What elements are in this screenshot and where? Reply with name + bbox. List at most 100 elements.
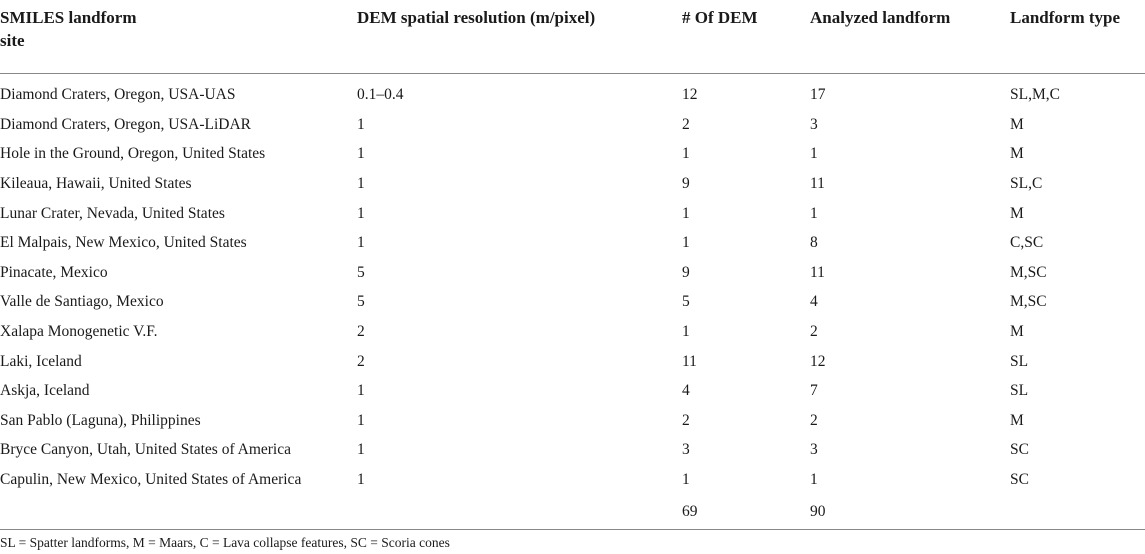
header-site-line1: SMILES landform: [0, 8, 137, 27]
table-row: Xalapa Monogenetic V.F. 2 1 2 M: [0, 317, 1145, 347]
total-analyzed-landform: 90: [810, 494, 1010, 530]
cell-dem-count: 1: [682, 322, 690, 340]
header-landform-type: Landform type: [1010, 0, 1145, 74]
table-row: Pinacate, Mexico 5 9 11 M,SC: [0, 258, 1145, 288]
cell-dem-resolution: 5: [357, 293, 365, 311]
total-site: [0, 494, 357, 530]
cell-landform-type: M,SC: [1010, 293, 1047, 311]
cell-dem-count: 1: [682, 145, 690, 163]
cell-dem-resolution: 1: [357, 204, 365, 222]
cell-dem-resolution: 1: [357, 470, 365, 488]
cell-landform-type: M: [1010, 411, 1024, 429]
table-row: Capulin, New Mexico, United States of Am…: [0, 465, 1145, 495]
table-row: Bryce Canyon, Utah, United States of Ame…: [0, 436, 1145, 466]
total-landform-type: [1010, 494, 1145, 530]
table-footnote: SL = Spatter landforms, M = Maars, C = L…: [0, 535, 450, 550]
cell-landform-type: M: [1010, 204, 1024, 222]
total-dem-resolution: [357, 494, 682, 530]
header-analyzed-landform: Analyzed landform: [810, 0, 1010, 74]
table-row: San Pablo (Laguna), Philippines 1 2 2 M: [0, 406, 1145, 436]
cell-dem-count: 12: [682, 86, 698, 103]
cell-dem-count: 9: [682, 174, 690, 192]
landform-table: SMILES landform site DEM spatial resolut…: [0, 0, 1145, 530]
header-row: SMILES landform site DEM spatial resolut…: [0, 0, 1145, 74]
cell-site: Hole in the Ground, Oregon, United State…: [0, 145, 266, 163]
cell-landform-type: SL,C: [1010, 174, 1043, 192]
cell-dem-count: 1: [682, 204, 690, 222]
cell-analyzed-landform: 8: [810, 234, 818, 252]
header-landform-type-label: Landform type: [1010, 8, 1121, 27]
cell-dem-resolution: 5: [357, 263, 365, 281]
cell-landform-type: M: [1010, 115, 1024, 133]
cell-landform-type: SC: [1010, 470, 1029, 488]
cell-analyzed-landform: 1: [810, 470, 818, 488]
cell-site: Lunar Crater, Nevada, United States: [0, 204, 225, 222]
cell-analyzed-landform: 2: [810, 322, 818, 340]
table-row: Hole in the Ground, Oregon, United State…: [0, 140, 1145, 170]
landform-table-container: SMILES landform site DEM spatial resolut…: [0, 0, 1145, 530]
table-row: El Malpais, New Mexico, United States 1 1 8…: [0, 228, 1145, 258]
cell-landform-type: SL: [1010, 352, 1029, 370]
header-site-line2: site: [0, 31, 25, 50]
table-body: Diamond Craters, Oregon, USA-UAS 0.1–0.4 1…: [0, 74, 1145, 530]
header-analyzed-landform-label: Analyzed landform: [810, 8, 951, 27]
cell-analyzed-landform: 3: [810, 441, 818, 459]
cell-dem-resolution: 1: [357, 145, 365, 163]
cell-dem-count: 1: [682, 470, 690, 488]
header-dem-resolution: DEM spatial resolution (m/pixel): [357, 0, 682, 74]
cell-analyzed-landform: 1: [810, 145, 818, 163]
cell-dem-resolution: 1: [357, 411, 365, 429]
cell-analyzed-landform: 12: [810, 352, 826, 370]
cell-dem-resolution: 1: [357, 441, 365, 459]
cell-site: Askja, Iceland: [0, 382, 90, 400]
cell-landform-type: M: [1010, 322, 1024, 340]
cell-site: El Malpais, New Mexico, United States: [0, 234, 247, 252]
cell-dem-resolution: 1: [357, 115, 365, 133]
cell-landform-type: SL: [1010, 382, 1029, 400]
table-row: Kileaua, Hawaii, United States 1 9 11 SL,C: [0, 169, 1145, 199]
cell-analyzed-landform: 11: [810, 263, 825, 281]
cell-site: San Pablo (Laguna), Philippines: [0, 411, 201, 429]
table-row: Diamond Craters, Oregon, USA-LiDAR 1 2 3 M: [0, 110, 1145, 140]
table-row: Lunar Crater, Nevada, United States 1 1 1 M: [0, 199, 1145, 229]
cell-site: Kileaua, Hawaii, United States: [0, 174, 192, 192]
cell-dem-resolution: 0.1–0.4: [357, 86, 404, 103]
cell-dem-resolution: 1: [357, 382, 365, 400]
cell-dem-count: 9: [682, 263, 690, 281]
cell-dem-resolution: 2: [357, 322, 365, 340]
table-row: Askja, Iceland 1 4 7 SL: [0, 376, 1145, 406]
cell-analyzed-landform: 4: [810, 293, 818, 311]
table-header: SMILES landform site DEM spatial resolut…: [0, 0, 1145, 74]
header-dem-count: # Of DEM: [682, 0, 810, 74]
table-row: Diamond Craters, Oregon, USA-UAS 0.1–0.4 1…: [0, 74, 1145, 111]
cell-site: Diamond Craters, Oregon, USA-LiDAR: [0, 115, 251, 133]
cell-landform-type: M,SC: [1010, 263, 1047, 281]
header-dem-count-label: # Of DEM: [682, 8, 758, 27]
cell-site: Diamond Craters, Oregon, USA-UAS: [0, 86, 236, 103]
cell-site: Capulin, New Mexico, United States of Am…: [0, 470, 302, 488]
cell-dem-count: 2: [682, 115, 690, 133]
cell-dem-count: 3: [682, 441, 690, 459]
cell-analyzed-landform: 2: [810, 411, 818, 429]
cell-analyzed-landform: 1: [810, 204, 818, 222]
cell-site: Xalapa Monogenetic V.F.: [0, 322, 158, 340]
cell-site: Pinacate, Mexico: [0, 263, 108, 281]
cell-landform-type: M: [1010, 145, 1024, 163]
cell-dem-resolution: 2: [357, 352, 365, 370]
header-dem-resolution-label: DEM spatial resolution (m/pixel): [357, 8, 596, 27]
cell-site: Bryce Canyon, Utah, United States of Ame…: [0, 441, 291, 459]
cell-analyzed-landform: 3: [810, 115, 818, 133]
totals-row: 69 90: [0, 494, 1145, 530]
cell-dem-resolution: 1: [357, 234, 365, 252]
cell-dem-count: 11: [682, 352, 697, 370]
cell-site: Valle de Santiago, Mexico: [0, 293, 164, 311]
cell-dem-count: 5: [682, 293, 690, 311]
table-row: Laki, Iceland 2 11 12 SL: [0, 347, 1145, 377]
cell-landform-type: C,SC: [1010, 234, 1044, 252]
cell-dem-count: 4: [682, 382, 690, 400]
total-dem-count: 69: [682, 494, 810, 530]
cell-dem-resolution: 1: [357, 174, 365, 192]
cell-dem-count: 2: [682, 411, 690, 429]
header-site: SMILES landform site: [0, 0, 357, 74]
cell-analyzed-landform: 11: [810, 174, 825, 192]
